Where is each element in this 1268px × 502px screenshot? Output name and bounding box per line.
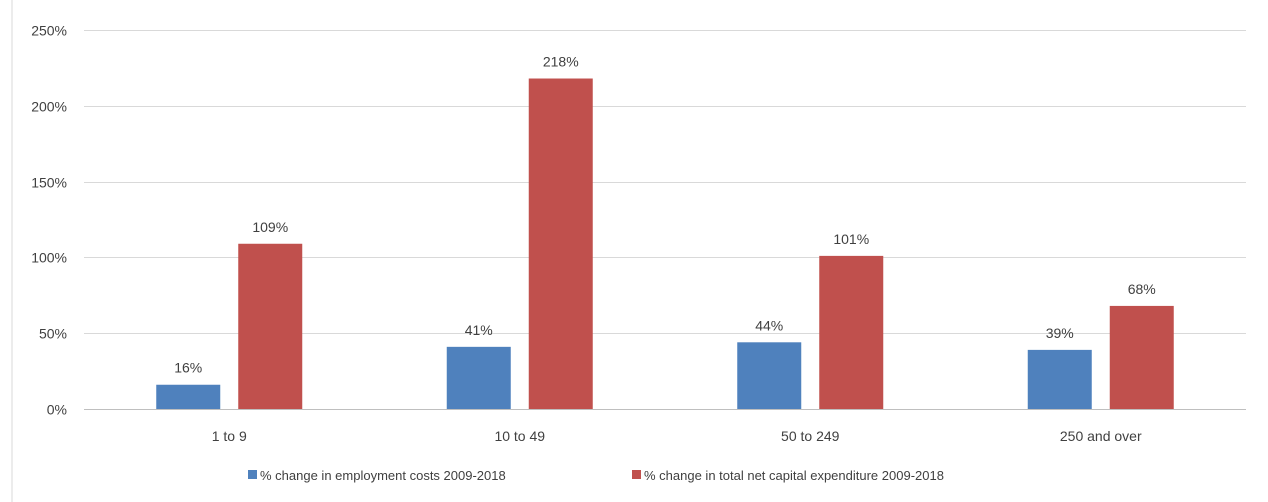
bar-employment-costs (446, 346, 511, 409)
data-label: 44% (755, 317, 783, 333)
y-tick-label: 0% (47, 402, 67, 418)
y-tick-label: 100% (31, 250, 67, 266)
y-tick-label: 50% (39, 326, 67, 342)
x-axis: 1 to 9 10 to 49 50 to 249 250 and over (212, 428, 1142, 444)
bars (156, 78, 1174, 410)
bar-capital-expenditure (238, 243, 303, 409)
x-tick-label: 10 to 49 (494, 428, 545, 444)
data-label: 16% (174, 360, 202, 376)
data-label: 39% (1046, 325, 1074, 341)
bar-employment-costs (156, 384, 221, 409)
data-label: 41% (465, 322, 493, 338)
x-tick-label: 250 and over (1060, 428, 1142, 444)
x-tick-label: 1 to 9 (212, 428, 247, 444)
data-label: 109% (252, 219, 288, 235)
y-axis-ticks: 0% 50% 100% 150% 200% 250% (31, 23, 67, 418)
legend-swatch (248, 470, 257, 479)
legend: % change in employment costs 2009-2018 % … (248, 468, 944, 483)
data-label: 218% (543, 54, 579, 70)
bar-capital-expenditure (819, 255, 884, 409)
data-label: 101% (833, 231, 869, 247)
data-labels: 16% 109% 41% 218% 44% 101% 39% 68% (174, 54, 1156, 376)
bar-employment-costs (1027, 349, 1092, 409)
legend-label: % change in total net capital expenditur… (644, 468, 944, 483)
bar-employment-costs (737, 342, 802, 409)
legend-label: % change in employment costs 2009-2018 (260, 468, 506, 483)
legend-swatch (632, 470, 641, 479)
data-label: 68% (1128, 281, 1156, 297)
bar-capital-expenditure (528, 78, 593, 410)
y-tick-label: 200% (31, 99, 67, 115)
y-tick-label: 150% (31, 175, 67, 191)
y-tick-label: 250% (31, 23, 67, 39)
bar-capital-expenditure (1109, 305, 1174, 409)
x-tick-label: 50 to 249 (781, 428, 840, 444)
